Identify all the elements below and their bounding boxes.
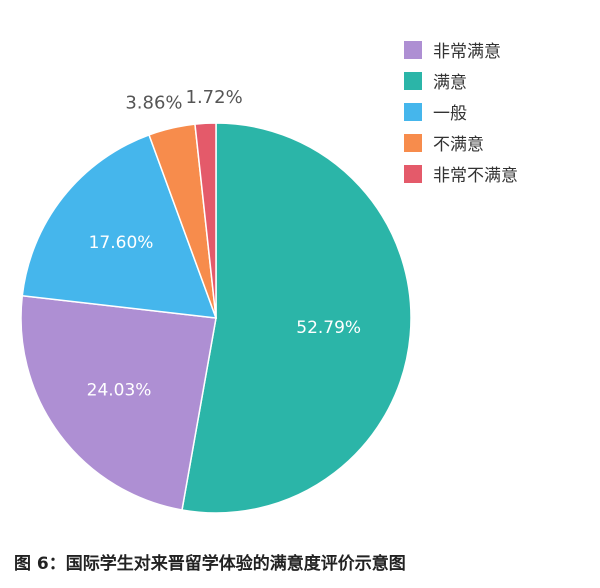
slice-very-satisfied-label: 24.03% xyxy=(87,380,152,400)
legend-swatch-very-satisfied xyxy=(404,40,422,59)
legend-label-very-dissatisfied: 非常不满意 xyxy=(433,166,518,186)
legend-item-very-dissatisfied: 非常不满意 xyxy=(404,158,518,189)
figure-caption: 图 6：国际学生对来晋留学体验的满意度评价示意图 xyxy=(14,554,406,574)
legend-item-satisfied: 满意 xyxy=(404,65,518,96)
legend-swatch-neutral xyxy=(404,102,422,121)
slice-satisfied-label: 52.79% xyxy=(296,318,361,338)
legend-item-dissatisfied: 不满意 xyxy=(404,127,518,158)
slice-very-satisfied xyxy=(20,294,217,511)
slice-very-dissatisfied xyxy=(194,122,217,319)
legend-swatch-satisfied xyxy=(404,71,422,90)
legend-swatch-very-dissatisfied xyxy=(404,164,422,183)
slice-neutral-label: 17.60% xyxy=(89,233,154,253)
legend-label-very-satisfied: 非常满意 xyxy=(433,42,501,62)
legend-item-neutral: 一般 xyxy=(404,96,518,127)
legend-label-neutral: 一般 xyxy=(433,104,467,124)
legend-swatch-dissatisfied xyxy=(404,133,422,152)
slice-very-dissatisfied-label: 1.72% xyxy=(186,87,243,108)
legend-item-very-satisfied: 非常满意 xyxy=(404,34,518,65)
slice-satisfied xyxy=(181,122,412,514)
slice-neutral xyxy=(21,133,218,319)
legend-label-satisfied: 满意 xyxy=(433,73,467,93)
legend-label-dissatisfied: 不满意 xyxy=(433,135,484,155)
legend: 非常满意 满意 一般 不满意 非常不满意 xyxy=(404,34,518,189)
slice-dissatisfied-label: 3.86% xyxy=(125,92,182,113)
